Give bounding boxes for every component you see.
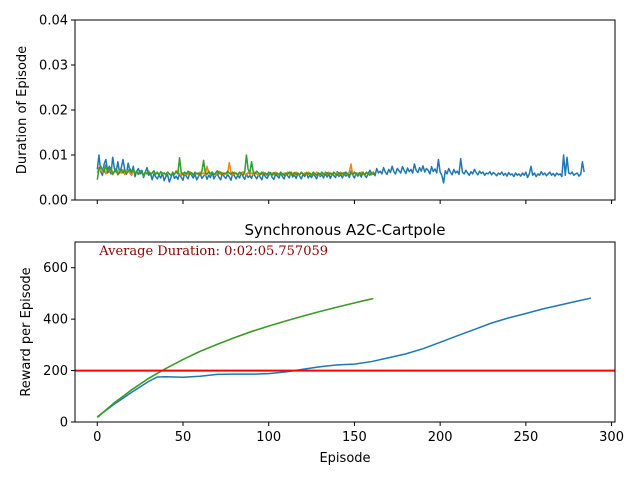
reward-x-ticks: 0 50 100 150 200 250 300 bbox=[93, 422, 624, 445]
x-tick-label: 200 bbox=[428, 430, 453, 445]
duration-y-ticks: 0.00 0.01 0.02 0.03 0.04 bbox=[39, 14, 75, 209]
reward-subplot: Synchronous A2C-Cartpole Average Duratio… bbox=[19, 221, 624, 466]
x-tick-label: 300 bbox=[599, 430, 624, 445]
series-line-1 bbox=[96, 297, 592, 418]
y-tick-label: 600 bbox=[43, 261, 68, 276]
series-line-3 bbox=[96, 297, 374, 418]
duration-subplot: 0.00 0.01 0.02 0.03 0.04 Duration of Episode bbox=[15, 14, 616, 209]
y-tick-label: 0.03 bbox=[39, 59, 68, 74]
reward-plot-frame bbox=[74, 241, 616, 423]
duration-y-axis-label: Duration of Episode bbox=[15, 46, 30, 174]
reward-y-ticks: 0 200 400 600 bbox=[43, 261, 75, 431]
y-tick-label: 0.01 bbox=[39, 149, 68, 164]
y-tick-label: 0 bbox=[60, 416, 68, 431]
x-tick-label: 100 bbox=[256, 430, 281, 445]
x-tick-label: 250 bbox=[513, 430, 538, 445]
y-tick-label: 0.00 bbox=[39, 194, 68, 209]
series-line-3 bbox=[96, 154, 376, 180]
x-tick-label: 0 bbox=[93, 430, 101, 445]
duration-series-group bbox=[96, 154, 585, 184]
y-tick-label: 400 bbox=[43, 313, 68, 328]
reward-chart-title: Synchronous A2C-Cartpole bbox=[245, 221, 446, 239]
y-tick-label: 0.02 bbox=[39, 104, 68, 119]
x-tick-label: 150 bbox=[342, 430, 367, 445]
reward-series-group bbox=[96, 297, 592, 418]
reward-y-axis-label: Reward per Episode bbox=[19, 267, 34, 396]
reward-x-axis-label: Episode bbox=[319, 451, 370, 466]
y-tick-label: 0.04 bbox=[39, 14, 68, 29]
x-tick-label: 50 bbox=[175, 430, 192, 445]
duration-x-ticks bbox=[96, 200, 613, 204]
average-duration-annotation: Average Duration: 0:02:05.757059 bbox=[98, 244, 328, 259]
y-tick-label: 200 bbox=[43, 364, 68, 379]
